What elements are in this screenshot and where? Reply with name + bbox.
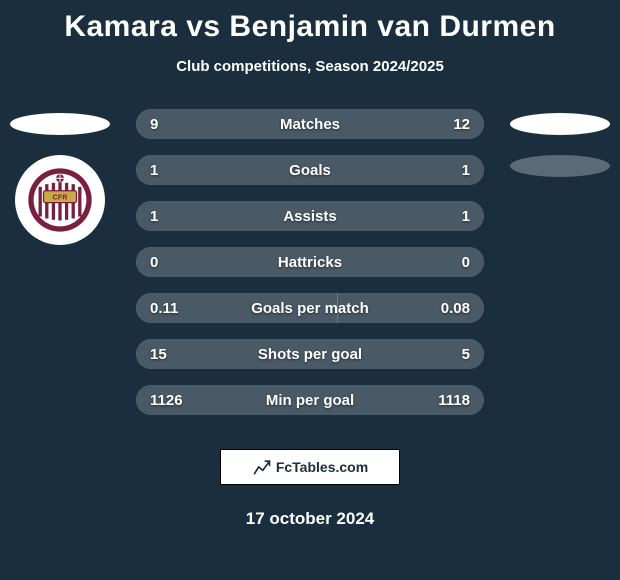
comparison-content: CFR 912Matches 11Goals 11Assists 00Hattrick… [0,109,620,429]
page-subtitle: Club competitions, Season 2024/2025 [0,58,620,75]
stat-row: 11Goals [136,155,484,185]
player-right-club-badge [510,155,610,177]
stat-row: 00Hattricks [136,247,484,277]
player-left-col: CFR [0,109,120,245]
stat-row: 0.110.08Goals per match [136,293,484,323]
footer-logo-text: FcTables.com [276,459,368,475]
stat-fill-right [311,385,484,415]
stat-fill-left [136,155,310,185]
stat-row: 912Matches [136,109,484,139]
player-left-flag [10,113,110,135]
stat-fill-right [338,293,485,323]
stat-fill-left [136,339,397,369]
svg-text:CFR: CFR [53,192,69,201]
stats-bars: 912Matches 11Goals 11Assists 00Hattricks 0.1… [136,109,484,431]
player-right-flag [510,113,610,135]
stat-fill-left [136,293,337,323]
stat-fill-right [310,247,484,277]
stat-row: 11261118Min per goal [136,385,484,415]
stat-fill-left [136,385,311,415]
stat-row: 155Shots per goal [136,339,484,369]
player-left-club-badge: CFR [15,155,105,245]
page-title: Kamara vs Benjamin van Durmen [0,0,620,44]
stat-fill-right [285,109,484,139]
stat-fill-right [310,201,484,231]
fctables-icon [252,457,272,477]
stat-row: 11Assists [136,201,484,231]
stat-fill-left [136,247,310,277]
club-badge-icon: CFR [27,167,93,233]
stat-fill-left [136,109,285,139]
stat-fill-left [136,201,310,231]
page-date: 17 october 2024 [0,509,620,529]
stat-fill-right [310,155,484,185]
player-right-col [500,109,620,197]
footer-logo[interactable]: FcTables.com [220,449,400,485]
stat-fill-right [397,339,484,369]
